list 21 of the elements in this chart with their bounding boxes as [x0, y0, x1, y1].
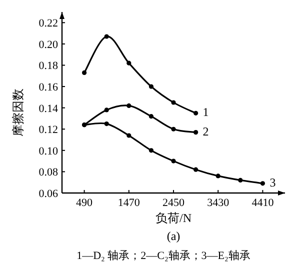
y-tick-label: 0.10 [38, 145, 58, 158]
series-label: 3 [270, 175, 276, 190]
y-tick-label: 0.14 [38, 102, 58, 115]
y-tick-label: 0.06 [38, 188, 58, 200]
x-axis-title: 负荷/N [156, 211, 192, 225]
y-axis-title: 摩擦因数 [11, 88, 25, 136]
y-tick-label: 0.20 [38, 38, 58, 51]
x-tick-label: 4410 [252, 197, 274, 209]
y-tick-label: 0.08 [38, 166, 58, 179]
series-label: 2 [202, 124, 209, 138]
x-tick-label: 1470 [118, 197, 140, 209]
y-tick-label: 0.16 [38, 82, 58, 94]
x-tick-label: 3430 [207, 197, 230, 209]
y-tick-label: 0.18 [38, 60, 58, 72]
y-tick-label: 0.22 [38, 18, 58, 30]
text: 1—D₂ 轴承；2—C₂轴承；3—E₂轴承 [76, 249, 250, 262]
x-tick-label: 2450 [162, 197, 185, 209]
y-tick-label: 0.12 [38, 124, 58, 136]
series-label: 1 [202, 105, 209, 120]
x-tick-label: 490 [76, 197, 94, 209]
text: (a) [166, 229, 180, 243]
